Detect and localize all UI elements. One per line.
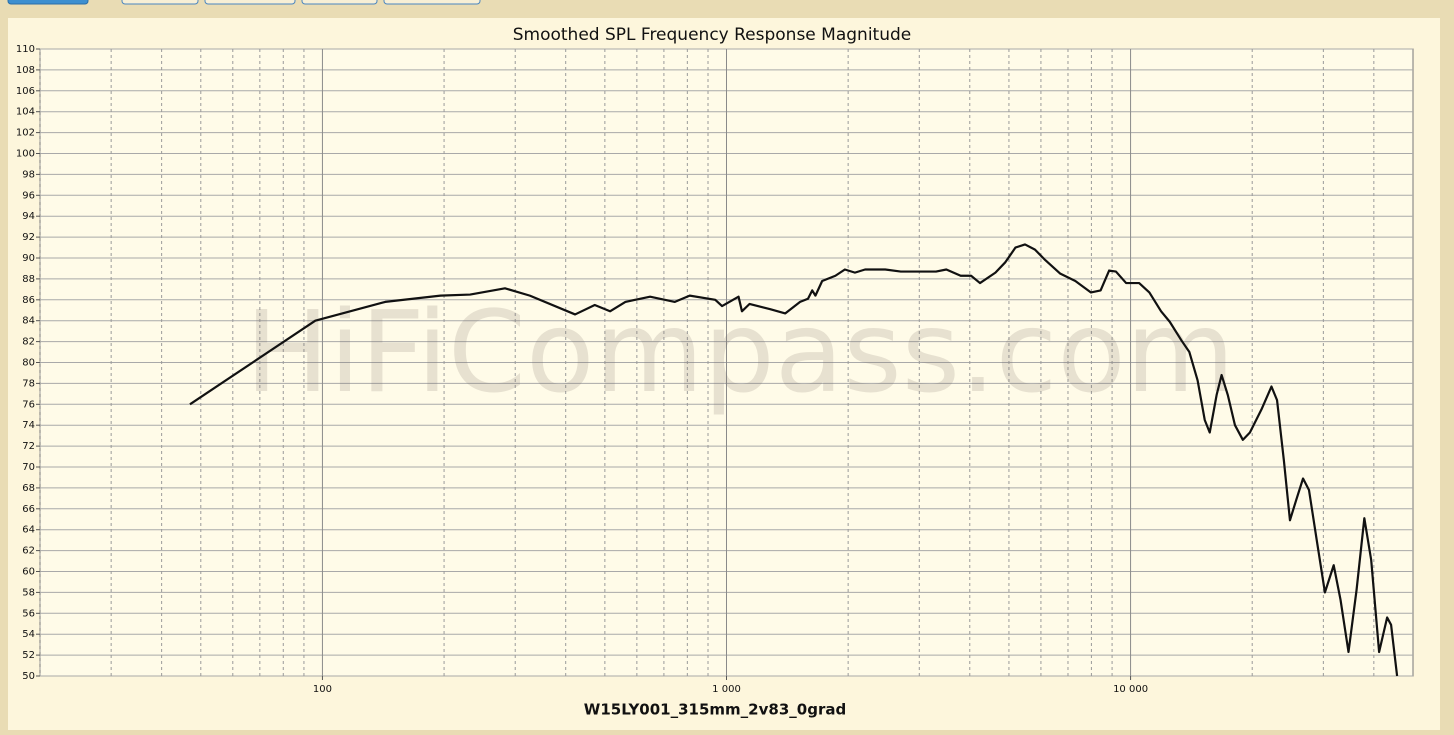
tab[interactable]	[383, 0, 481, 5]
y-tick-label: 94	[22, 211, 35, 222]
y-tick-label: 62	[22, 546, 35, 557]
x-axis-label: W15LY001_315mm_2v83_0grad	[584, 701, 846, 719]
y-tick-label: 58	[22, 587, 35, 598]
y-tick-label: 104	[16, 107, 35, 118]
tab[interactable]	[7, 0, 89, 5]
y-tick-label: 78	[22, 378, 35, 389]
y-tick-label: 98	[22, 169, 35, 180]
y-tick-label: 86	[22, 295, 35, 306]
y-tick-label: 54	[22, 629, 35, 640]
tab[interactable]	[204, 0, 296, 5]
y-tick-label: 50	[22, 671, 35, 682]
x-tick-label: 1 000	[712, 684, 741, 695]
chart-title: Smoothed SPL Frequency Response Magnitud…	[513, 25, 912, 45]
tab[interactable]	[121, 0, 199, 5]
y-tick-label: 82	[22, 337, 35, 348]
y-tick-label: 92	[22, 232, 35, 243]
y-tick-label: 68	[22, 483, 35, 494]
y-tick-label: 84	[22, 316, 35, 327]
y-tick-label: 76	[22, 399, 35, 410]
y-tick-label: 88	[22, 274, 35, 285]
response-line	[189, 243, 1399, 677]
y-tick-label: 60	[22, 567, 35, 578]
y-tick-label: 52	[22, 650, 35, 661]
y-tick-label: 108	[16, 65, 35, 76]
x-tick-label: 100	[313, 684, 332, 695]
y-tick-label: 102	[16, 128, 35, 139]
tab[interactable]	[301, 0, 378, 5]
watermark: HiFiCompass.com	[245, 288, 1235, 418]
y-tick-label: 56	[22, 608, 35, 619]
y-tick-label: 66	[22, 504, 35, 515]
y-tick-label: 110	[16, 44, 35, 55]
y-tick-label: 72	[22, 441, 35, 452]
y-tick-label: 70	[22, 462, 35, 473]
y-tick-label: 74	[22, 420, 35, 431]
x-tick-label: 10 000	[1113, 684, 1148, 695]
y-tick-label: 100	[16, 149, 35, 160]
y-tick-label: 106	[16, 86, 35, 97]
y-tick-label: 90	[22, 253, 35, 264]
y-tick-label: 96	[22, 190, 35, 201]
y-tick-label: 64	[22, 525, 35, 536]
y-tick-label: 80	[22, 358, 35, 369]
